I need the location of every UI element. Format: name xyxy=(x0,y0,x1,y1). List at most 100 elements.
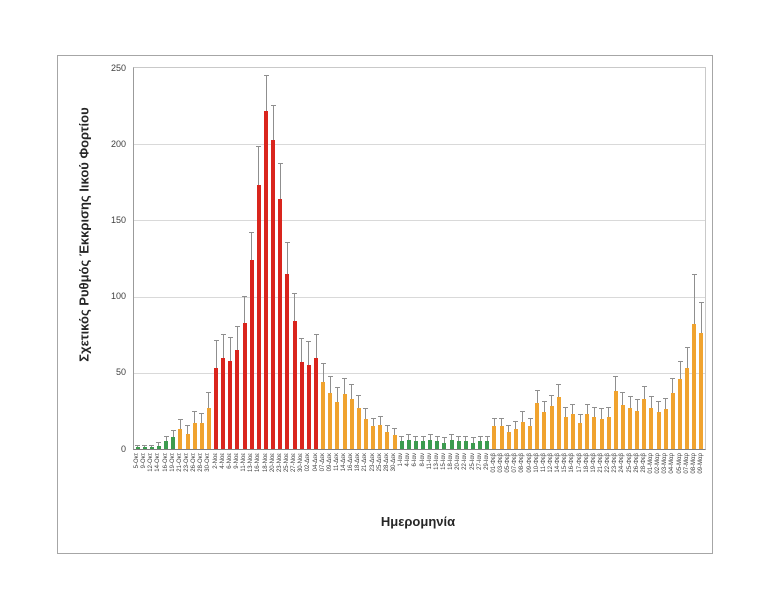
x-tick-label: 15-Ιαν xyxy=(440,453,447,470)
gridline xyxy=(134,372,705,374)
error-bar xyxy=(551,395,553,407)
error-bar-cap xyxy=(399,435,405,437)
bar xyxy=(449,439,454,449)
x-tick-label: 08-Μαρ xyxy=(690,453,697,474)
bar xyxy=(613,391,618,449)
error-bar-cap xyxy=(463,435,469,437)
bar xyxy=(306,365,311,449)
error-bar xyxy=(686,348,688,369)
y-tick-label: 100 xyxy=(110,291,126,302)
error-bar-cap xyxy=(620,391,626,393)
bar xyxy=(485,441,490,449)
bar xyxy=(249,260,254,449)
bar xyxy=(235,349,240,449)
error-bar-cap xyxy=(220,333,226,335)
error-bar-cap xyxy=(320,362,326,364)
bar xyxy=(585,413,590,449)
error-bar xyxy=(322,363,324,382)
bar xyxy=(628,407,633,449)
x-tick-label: 07-Δεκ xyxy=(319,453,326,472)
error-bar xyxy=(315,334,317,358)
error-bar-cap xyxy=(634,399,640,401)
x-tick-label: 26-Φεβ xyxy=(633,453,640,473)
error-bar xyxy=(451,435,453,440)
error-bar-cap xyxy=(606,406,612,408)
y-tick-label: 200 xyxy=(110,138,126,149)
x-tick-label: 19-Φεβ xyxy=(590,453,597,473)
bar xyxy=(406,439,411,449)
error-bar-cap xyxy=(384,425,390,427)
x-axis-title: Ημερομηνία xyxy=(380,514,456,529)
error-bar xyxy=(408,435,410,440)
bar xyxy=(535,403,540,449)
bar xyxy=(156,445,161,449)
error-bar-cap xyxy=(284,242,290,244)
error-bar xyxy=(558,385,560,398)
error-bar-cap xyxy=(306,341,312,343)
error-bar xyxy=(493,418,495,427)
error-bar xyxy=(244,296,246,323)
bar xyxy=(206,407,211,449)
bar xyxy=(363,418,368,449)
error-bar xyxy=(251,232,253,261)
error-bar xyxy=(344,378,346,395)
x-tick-label: 05-Μαρ xyxy=(676,453,683,474)
error-bar-cap xyxy=(349,384,355,385)
x-tick-label: 25-Ιαν xyxy=(469,453,476,470)
x-tick-label: 12-Φεβ xyxy=(548,453,555,473)
error-bar xyxy=(272,106,274,140)
error-bar-cap xyxy=(534,390,540,392)
bar xyxy=(592,417,597,449)
gridline xyxy=(134,144,705,146)
error-bar-cap xyxy=(599,408,604,410)
bar xyxy=(442,442,447,449)
bar xyxy=(478,441,483,449)
x-tick-label: 21-Δεκ xyxy=(362,453,369,472)
x-tick-label: 19-Οκτ xyxy=(169,453,176,472)
x-tick-label: 2-Νοε xyxy=(212,453,219,469)
error-bar xyxy=(643,386,645,399)
error-bar xyxy=(301,339,303,363)
error-bar xyxy=(308,342,310,366)
bar xyxy=(171,436,176,449)
error-bar xyxy=(443,438,445,443)
error-bar-cap xyxy=(377,416,383,417)
x-tick-label: 24-Φεβ xyxy=(619,453,626,473)
bar xyxy=(149,447,154,449)
error-bar-cap xyxy=(484,435,490,437)
bar xyxy=(349,398,354,449)
x-tick-label: 23-Οκτ xyxy=(184,453,191,472)
x-tick-label: 11-Δεκ xyxy=(333,453,340,471)
error-bar xyxy=(622,392,624,405)
y-tick-label: 50 xyxy=(115,367,126,378)
error-bar xyxy=(351,385,353,399)
error-bar-cap xyxy=(242,295,248,297)
x-tick-label: 21-Φεβ xyxy=(598,453,604,473)
x-tick-label: 21-Οκτ xyxy=(176,453,183,472)
gridline xyxy=(134,220,705,222)
error-bar xyxy=(436,436,438,442)
error-bar xyxy=(665,398,667,410)
bar xyxy=(670,392,675,449)
error-bar xyxy=(593,407,595,417)
bar xyxy=(392,435,397,449)
error-bar xyxy=(501,418,503,427)
x-tick-label: 27-Ιαν xyxy=(476,453,483,470)
error-bar xyxy=(522,412,524,422)
error-bar-cap xyxy=(684,347,690,349)
bar xyxy=(399,441,404,449)
bar xyxy=(342,394,347,449)
plot-area: 0 50 100 150 200 250 5-Οκτ 9-Οκτ 12-Οκτ 14-Οκτ 16-… xyxy=(111,63,706,474)
bar xyxy=(599,418,604,449)
error-bar xyxy=(279,164,281,200)
error-bar xyxy=(429,435,431,440)
error-bar xyxy=(294,293,296,321)
error-bar xyxy=(579,415,581,424)
bar xyxy=(499,426,504,449)
error-bar-cap xyxy=(135,444,141,446)
error-bar xyxy=(229,337,231,361)
error-bar-cap xyxy=(556,384,562,385)
error-bar xyxy=(236,327,238,350)
error-bar-cap xyxy=(234,326,240,328)
error-bar xyxy=(379,417,381,425)
